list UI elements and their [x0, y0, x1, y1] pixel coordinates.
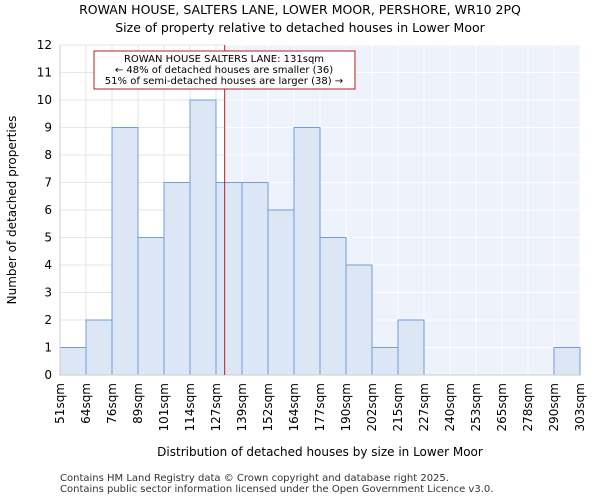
x-tick-label: 240sqm [443, 383, 457, 431]
x-tick-label: 190sqm [339, 383, 353, 431]
bar [189, 99, 217, 376]
y-tick-label: 8 [44, 148, 52, 162]
x-tick-label: 290sqm [547, 383, 561, 431]
annotation-box [93, 50, 356, 90]
x-tick-label: 152sqm [261, 383, 275, 431]
x-tick-label: 303sqm [573, 383, 587, 431]
y-tick-label: 10 [37, 93, 52, 107]
footer-line-1: Contains HM Land Registry data © Crown c… [60, 473, 449, 484]
y-tick-label: 12 [37, 38, 52, 52]
y-tick-label: 11 [37, 66, 52, 80]
y-tick-label: 3 [44, 286, 52, 300]
x-tick-label: 253sqm [469, 383, 483, 431]
y-tick-label: 5 [44, 231, 52, 245]
bar [241, 182, 269, 376]
x-tick-label: 164sqm [287, 383, 301, 431]
annotation-line-2: ← 48% of detached houses are smaller (36… [115, 65, 333, 76]
x-tick-label: 227sqm [417, 383, 431, 431]
x-tick-label: 202sqm [365, 383, 379, 431]
chart-subtitle: Size of property relative to detached ho… [115, 20, 485, 35]
y-axis-label: Number of detached properties [5, 115, 19, 305]
bar [59, 347, 87, 376]
x-tick-label: 51sqm [53, 383, 67, 424]
bar [371, 347, 399, 376]
y-tick-label: 2 [44, 313, 52, 327]
x-tick-label: 215sqm [391, 383, 405, 431]
x-axis-label: Distribution of detached houses by size … [157, 445, 483, 459]
x-tick-label: 76sqm [105, 383, 119, 424]
x-tick-label: 265sqm [495, 383, 509, 431]
y-tick-label: 0 [44, 368, 52, 382]
bar [553, 347, 581, 376]
y-tick-label: 1 [44, 341, 52, 355]
footer-line-2: Contains public sector information licen… [60, 484, 494, 495]
x-tick-label: 64sqm [79, 383, 93, 424]
bar [85, 319, 113, 376]
bar [215, 182, 243, 376]
bar [267, 209, 295, 376]
x-tick-label: 127sqm [209, 383, 223, 431]
x-tick-label: 139sqm [235, 383, 249, 431]
x-tick-label: 278sqm [521, 383, 535, 431]
bar [319, 237, 347, 376]
bar [345, 264, 373, 376]
y-tick-label: 6 [44, 203, 52, 217]
x-tick-label: 177sqm [313, 383, 327, 431]
chart-title: ROWAN HOUSE, SALTERS LANE, LOWER MOOR, P… [79, 2, 521, 17]
bar [163, 182, 191, 376]
bar [137, 237, 165, 376]
y-tick-label: 4 [44, 258, 52, 272]
x-tick-label: 114sqm [183, 383, 197, 431]
bar [111, 127, 139, 376]
x-tick-label: 101sqm [157, 383, 171, 431]
annotation-line-1: ROWAN HOUSE SALTERS LANE: 131sqm [124, 54, 324, 65]
annotation-line-3: 51% of semi-detached houses are larger (… [105, 76, 343, 87]
x-tick-label: 89sqm [131, 383, 145, 424]
bar [397, 319, 425, 376]
bar [293, 127, 321, 376]
y-tick-label: 9 [44, 121, 52, 135]
y-tick-label: 7 [44, 176, 52, 190]
